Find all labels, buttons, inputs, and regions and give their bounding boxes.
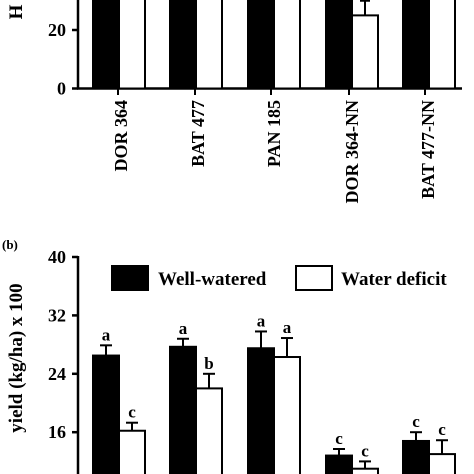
x-tick-label: PAN 185 — [264, 100, 284, 167]
panel-b-y-ticks: 16 24 32 40 — [48, 247, 78, 442]
y-tick-label: 16 — [48, 422, 66, 442]
bar — [247, 347, 275, 474]
significance-letter: a — [257, 311, 266, 330]
bar — [118, 0, 146, 90]
bar — [92, 0, 120, 90]
panel-a-x-tick-labels: DOR 364 BAT 477 PAN 185 DOR 364-NN BAT 477-N… — [111, 88, 438, 204]
significance-letter: c — [361, 441, 369, 460]
x-tick-label: DOR 364 — [111, 100, 131, 172]
panel-a-y-ticks: 0 20 — [48, 20, 78, 99]
y-tick-label: 40 — [48, 247, 66, 267]
legend-label-well-watered: Well-watered — [158, 269, 267, 290]
x-tick-label: DOR 364-NN — [342, 100, 362, 204]
bar — [195, 0, 223, 90]
bar — [273, 356, 301, 474]
legend-swatch-well-watered — [111, 265, 149, 291]
y-tick-label: 32 — [48, 305, 66, 325]
panel-b-ylabel: yield (kg/ha) x 100 — [6, 283, 27, 432]
x-tick-label: BAT 477 — [188, 100, 208, 167]
bar — [402, 439, 430, 474]
significance-letter: c — [412, 412, 420, 431]
y-tick-label: 0 — [57, 79, 66, 99]
significance-letter: a — [283, 318, 292, 337]
bar — [325, 454, 353, 474]
bar — [247, 0, 275, 90]
panel-a-ylabel: H — [6, 4, 27, 19]
panel-a-bars — [92, 0, 456, 90]
bar — [428, 453, 456, 474]
significance-letter: b — [204, 354, 213, 373]
panel-b-label: (b) — [2, 237, 18, 252]
bar — [428, 0, 456, 90]
bar — [402, 0, 430, 90]
legend-label-water-deficit: Water deficit — [341, 269, 447, 290]
legend-swatch-water-deficit — [295, 265, 333, 291]
bar — [169, 0, 197, 90]
bar — [325, 0, 353, 90]
significance-letter: a — [102, 325, 111, 344]
legend: Well-watered Water deficit — [111, 265, 447, 291]
bar — [351, 14, 379, 90]
y-tick-label: 24 — [48, 364, 66, 384]
bar — [351, 467, 379, 474]
bar — [273, 0, 301, 90]
significance-letter: c — [335, 429, 343, 448]
bar — [92, 354, 120, 474]
significance-letter: a — [179, 319, 188, 338]
significance-letter: c — [438, 420, 446, 439]
panel-a: H 0 20 DOR 364 BAT 477 PAN 185 DOR 364-NN BAT… — [6, 0, 462, 204]
x-tick-label: BAT 477-NN — [418, 100, 438, 199]
bar — [118, 429, 146, 474]
y-tick-label: 20 — [48, 20, 66, 40]
significance-letter: c — [128, 403, 136, 422]
bar — [195, 387, 223, 474]
bar — [169, 345, 197, 474]
